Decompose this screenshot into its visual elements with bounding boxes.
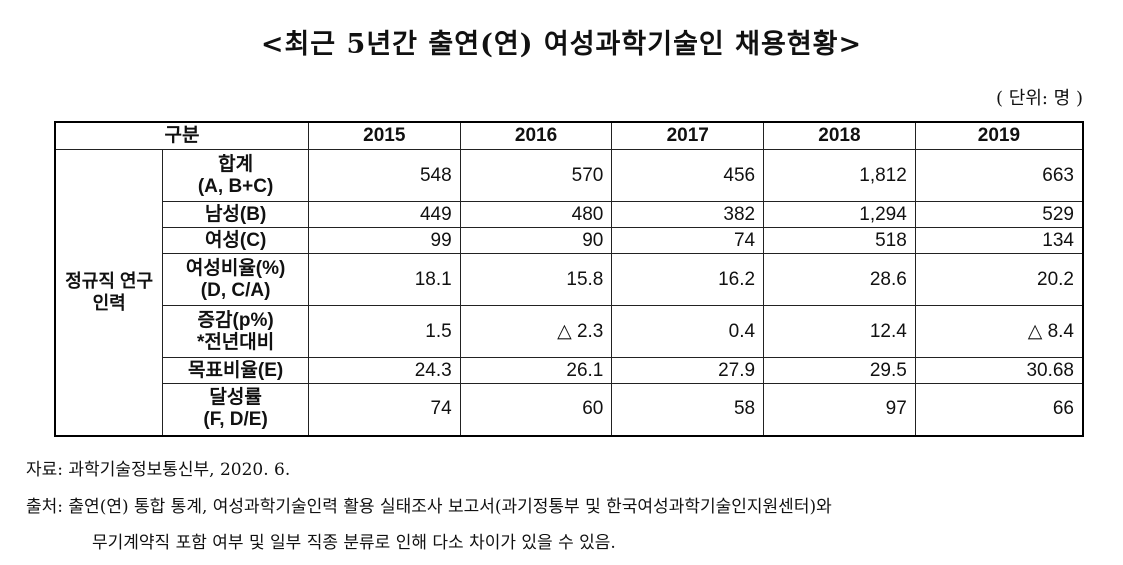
note-text: 출처: 출연(연) 통합 통계, 여성과학기술인력 활용 실태조사 보고서(과기… [26,497,832,517]
table-cell: 99 [307,227,461,254]
table-cell: 1,812 [763,149,916,202]
table-row: 목표비율(E) 24.3 26.1 27.9 29.5 30.68 [55,357,1084,384]
table-cell: 382 [611,201,765,228]
table-cell: 18.1 [307,253,461,306]
row-label-line: 증감(p%) [197,309,274,331]
table-cell: 570 [459,149,613,202]
table-cell: 58 [611,383,765,436]
table-cell: 66 [914,383,1084,436]
table-cell: 29.5 [763,357,916,384]
row-label-line: (A, B+C) [197,175,274,197]
row-label-line: 달성률 [209,387,262,409]
note-text-continued: 무기계약직 포함 여부 및 일부 직종 분류로 인해 다소 차이가 있을 수 있… [92,533,616,553]
row-label: 달성률 (F, D/E) [162,383,309,436]
row-label: 남성(B) [162,201,309,228]
table-cell: 456 [611,149,765,202]
row-label: 여성(C) [162,227,309,254]
row-label-line: 합계 [218,153,254,175]
table-cell: 1,294 [763,201,916,228]
page-title: <최근 5년간 출연(연) 여성과학기술인 채용현황> [260,29,863,60]
table-cell: 0.4 [611,305,765,358]
group-label-line: 인력 [92,293,126,314]
table-cell: 15.8 [459,253,613,306]
table-row: 여성(C) 99 90 74 518 134 [55,227,1084,254]
row-label-line: 여성비율(%) [185,257,286,279]
header-year: 2016 [459,121,613,150]
table-cell: 529 [914,201,1084,228]
table-cell: 27.9 [611,357,765,384]
group-label-line: 정규직 연구 [65,271,154,292]
recruitment-table: 구분 2015 2016 2017 2018 2019 정규직 연구 인력 합계… [54,121,1084,437]
row-label-line: (D, C/A) [200,279,271,301]
table-cell: △ 2.3 [459,305,613,358]
header-year: 2015 [307,121,461,150]
table-cell: 74 [611,227,765,254]
table-row: 남성(B) 449 480 382 1,294 529 [55,201,1084,228]
row-label: 합계 (A, B+C) [162,149,309,202]
table-cell: 134 [914,227,1084,254]
table-cell: 20.2 [914,253,1084,306]
table-cell: △ 8.4 [914,305,1084,358]
table-cell: 480 [459,201,613,228]
row-label: 증감(p%) *전년대비 [162,305,309,358]
table-cell: 1.5 [307,305,461,358]
table-row: 달성률 (F, D/E) 74 60 58 97 66 [55,383,1084,436]
header-category: 구분 [54,121,309,150]
table-cell: 449 [307,201,461,228]
table-cell: 26.1 [459,357,613,384]
table-cell: 60 [459,383,613,436]
row-label-line: (F, D/E) [203,409,268,431]
table-cell: 90 [459,227,613,254]
source-text: 자료: 과학기술정보통신부, 2020. 6. [26,460,291,480]
table-cell: 548 [307,149,461,202]
table-cell: 24.3 [307,357,461,384]
table-row: 정규직 연구 인력 합계 (A, B+C) 548 570 456 1,812 … [54,149,1084,436]
table-cell: 16.2 [611,253,765,306]
header-row: 구분 2015 2016 2017 2018 2019 [54,121,1084,150]
header-year: 2019 [914,121,1084,150]
table-cell: 663 [914,149,1084,202]
unit-label: ( 단위: 명 ) [996,88,1083,109]
header-year: 2018 [763,121,916,150]
table-row: 여성비율(%) (D, C/A) 18.1 15.8 16.2 28.6 20.… [55,253,1084,306]
table-cell: 97 [763,383,916,436]
group-label: 정규직 연구 인력 [54,149,164,436]
table-cell: 12.4 [763,305,916,358]
row-label: 여성비율(%) (D, C/A) [162,253,309,306]
table-cell: 518 [763,227,916,254]
header-year: 2017 [611,121,765,150]
table-row: 증감(p%) *전년대비 1.5 △ 2.3 0.4 12.4 △ 8.4 [55,305,1084,358]
table-cell: 28.6 [763,253,916,306]
row-label-line: *전년대비 [196,331,275,353]
table-cell: 74 [307,383,461,436]
row-label: 목표비율(E) [162,357,309,384]
table-cell: 30.68 [914,357,1084,384]
